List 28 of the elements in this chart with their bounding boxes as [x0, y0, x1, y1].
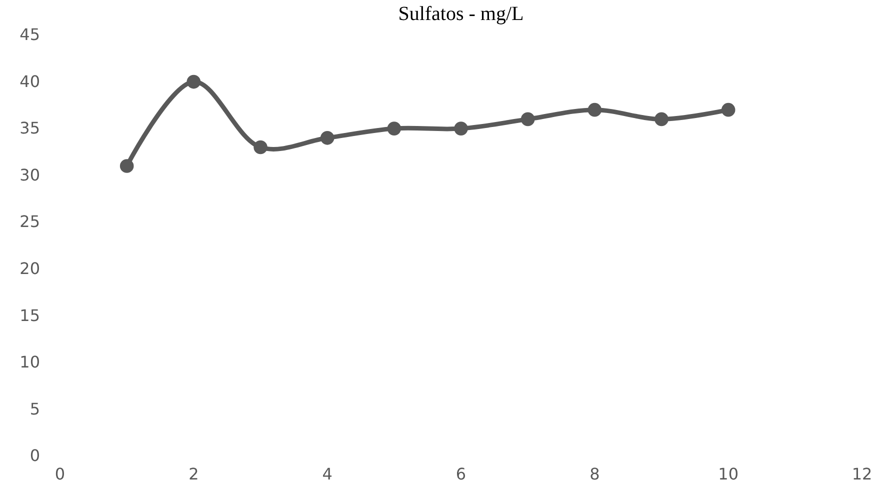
- y-tick-label: 25: [20, 212, 40, 232]
- y-tick-label: 30: [20, 165, 40, 184]
- y-tick-label: 40: [20, 72, 40, 91]
- point: [186, 74, 201, 89]
- y-tick-label: 15: [20, 306, 40, 325]
- y-tick-label: 45: [20, 25, 40, 44]
- point: [654, 112, 668, 126]
- point: [387, 122, 402, 136]
- y-tick-label: 20: [20, 259, 40, 278]
- x-tick-label: 12: [852, 464, 872, 484]
- x-tick-label: 8: [590, 464, 600, 484]
- x-tick-label: 0: [54, 464, 66, 484]
- y-tick-label: 35: [20, 118, 40, 138]
- y-tick-label: 10: [20, 352, 40, 372]
- point: [320, 131, 334, 145]
- x-tick-label: 6: [456, 464, 466, 484]
- x-tick-label: 10: [718, 464, 739, 484]
- point: [520, 112, 535, 126]
- point: [254, 140, 268, 154]
- point: [721, 102, 736, 117]
- x-tick-label: 2: [188, 464, 199, 484]
- point: [120, 159, 134, 173]
- point: [454, 122, 468, 136]
- x-tick-label: 4: [322, 464, 332, 484]
- y-tick-label: 5: [30, 399, 40, 418]
- y-tick-label: 0: [30, 446, 40, 466]
- point: [588, 102, 602, 117]
- chart-title: Sulfatos - mg/L: [398, 3, 524, 25]
